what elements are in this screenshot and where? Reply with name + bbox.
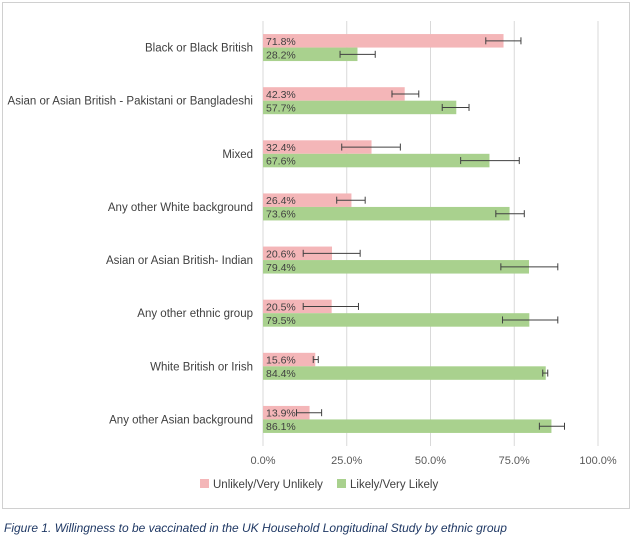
data-label: 28.2%: [266, 49, 296, 61]
legend-label-likely: Likely/Very Likely: [350, 479, 438, 491]
bar-likely: [263, 313, 530, 327]
x-tick-label: 50.0%: [415, 455, 446, 467]
bar-unlikely: [263, 34, 504, 48]
legend-swatch-unlikely: [200, 479, 209, 488]
data-label: 67.6%: [266, 156, 296, 168]
category-label: Any other White background: [108, 202, 253, 214]
bar-unlikely: [263, 405, 310, 420]
bar-unlikely: [263, 87, 405, 101]
bar-likely: [263, 366, 546, 380]
data-label: 73.6%: [266, 209, 296, 221]
bar-unlikely: [263, 140, 372, 154]
data-label: 42.3%: [266, 89, 296, 101]
category-label: White British or Irish: [150, 361, 253, 373]
data-label: 26.4%: [266, 195, 296, 207]
data-label: 20.5%: [266, 301, 296, 313]
category-label: Asian or Asian British - Pakistani or Ba…: [8, 96, 253, 108]
data-label: 15.6%: [266, 355, 296, 367]
category-label: Black or Black British: [145, 43, 253, 55]
data-label: 57.7%: [266, 102, 296, 114]
bar-unlikely: [263, 352, 316, 367]
bar-likely: [263, 419, 552, 433]
bar-likely: [263, 47, 358, 62]
data-label: 20.6%: [266, 248, 296, 260]
data-label: 84.4%: [266, 368, 296, 380]
chart-svg: Black or Black British 71.8%28.2% Asian or…: [8, 21, 617, 491]
bar-unlikely: [263, 246, 333, 261]
data-label: 13.9%: [266, 408, 296, 420]
category-label: Mixed: [222, 149, 253, 161]
x-tick-label: 25.0%: [331, 455, 362, 467]
category-label: Any other ethnic group: [137, 308, 253, 320]
bar-likely: [263, 260, 529, 274]
data-label: 79.5%: [266, 315, 296, 327]
category-label: Asian or Asian British- Indian: [106, 255, 253, 267]
chart-frame: Black or Black British 71.8% 28.2% Asian or…: [2, 2, 630, 509]
x-tick-label: 0.0%: [250, 455, 275, 467]
figure-caption: Figure 1. Willingness to be vaccinated i…: [4, 521, 507, 535]
legend-label-unlikely: Unlikely/Very Unlikely: [213, 479, 323, 491]
bar-unlikely: [263, 299, 332, 314]
data-label: 86.1%: [266, 421, 296, 433]
bar-likely: [263, 100, 457, 115]
data-label: 32.4%: [266, 142, 296, 154]
bar-likely: [263, 153, 490, 168]
data-label: 71.8%: [266, 36, 296, 48]
x-tick-label: 75.0%: [499, 455, 530, 467]
category-label: Any other Asian background: [109, 414, 253, 426]
x-tick-label: 100.0%: [579, 455, 617, 467]
data-label: 79.4%: [266, 262, 296, 274]
bar-unlikely: [263, 193, 352, 207]
legend-swatch-likely: [337, 479, 346, 488]
bar-likely: [263, 206, 510, 221]
